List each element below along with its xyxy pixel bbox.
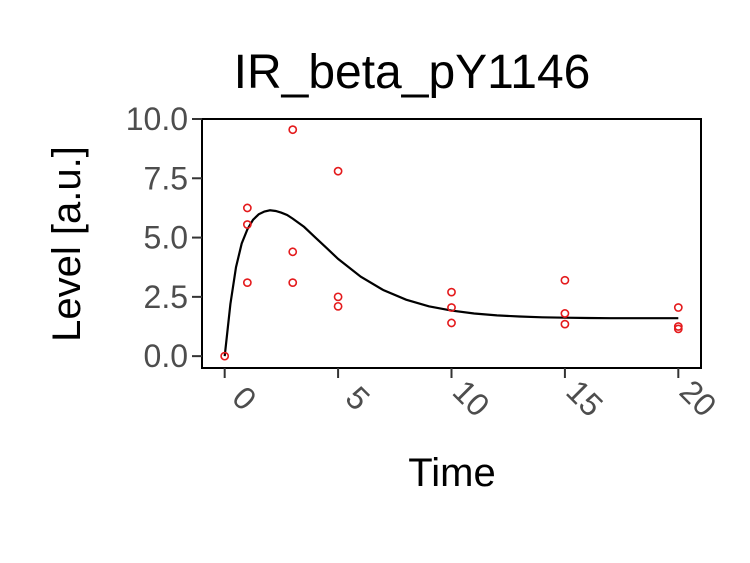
data-point bbox=[242, 278, 252, 288]
y-tick-label: 2.5 bbox=[144, 279, 188, 315]
x-tick-label: 15 bbox=[559, 373, 610, 424]
y-axis: 0.0 2.5 5.0 7.5 10.0 bbox=[126, 101, 202, 374]
y-tick-label: 5.0 bbox=[144, 220, 188, 256]
y-axis-title: Level [a.u.] bbox=[45, 146, 89, 342]
data-point bbox=[447, 318, 456, 328]
y-tick-label: 7.5 bbox=[144, 160, 188, 196]
series-line bbox=[223, 209, 679, 357]
x-tick-label: 5 bbox=[339, 379, 377, 417]
data-point bbox=[560, 319, 570, 329]
x-tick-label: 0 bbox=[225, 379, 263, 417]
plot-frame bbox=[201, 118, 702, 369]
x-tick-label: 10 bbox=[446, 373, 497, 424]
data-point bbox=[333, 166, 343, 176]
data-point bbox=[560, 275, 570, 285]
data-point bbox=[220, 351, 230, 361]
data-point bbox=[288, 125, 298, 135]
data-points bbox=[220, 125, 683, 361]
data-point bbox=[333, 301, 343, 311]
data-point bbox=[242, 220, 252, 229]
data-point bbox=[673, 324, 683, 334]
data-point bbox=[288, 247, 298, 257]
data-point bbox=[447, 287, 456, 297]
chart-title: IR_beta_pY1146 bbox=[234, 46, 591, 99]
x-axis: 0 5 10 15 20 bbox=[223, 368, 724, 424]
data-point bbox=[673, 303, 683, 312]
y-tick-label: 0.0 bbox=[144, 338, 188, 374]
data-point bbox=[333, 292, 343, 302]
y-tick-label: 10.0 bbox=[126, 101, 188, 137]
data-point bbox=[447, 303, 456, 312]
x-tick-label: 20 bbox=[673, 373, 724, 424]
data-point bbox=[560, 309, 570, 318]
data-point bbox=[242, 203, 252, 213]
data-point bbox=[288, 278, 298, 288]
x-axis-title: Time bbox=[408, 451, 495, 495]
plot-area: 0 5 10 15 20 0.0 2.5 5.0 7.5 10.0 bbox=[126, 101, 724, 424]
